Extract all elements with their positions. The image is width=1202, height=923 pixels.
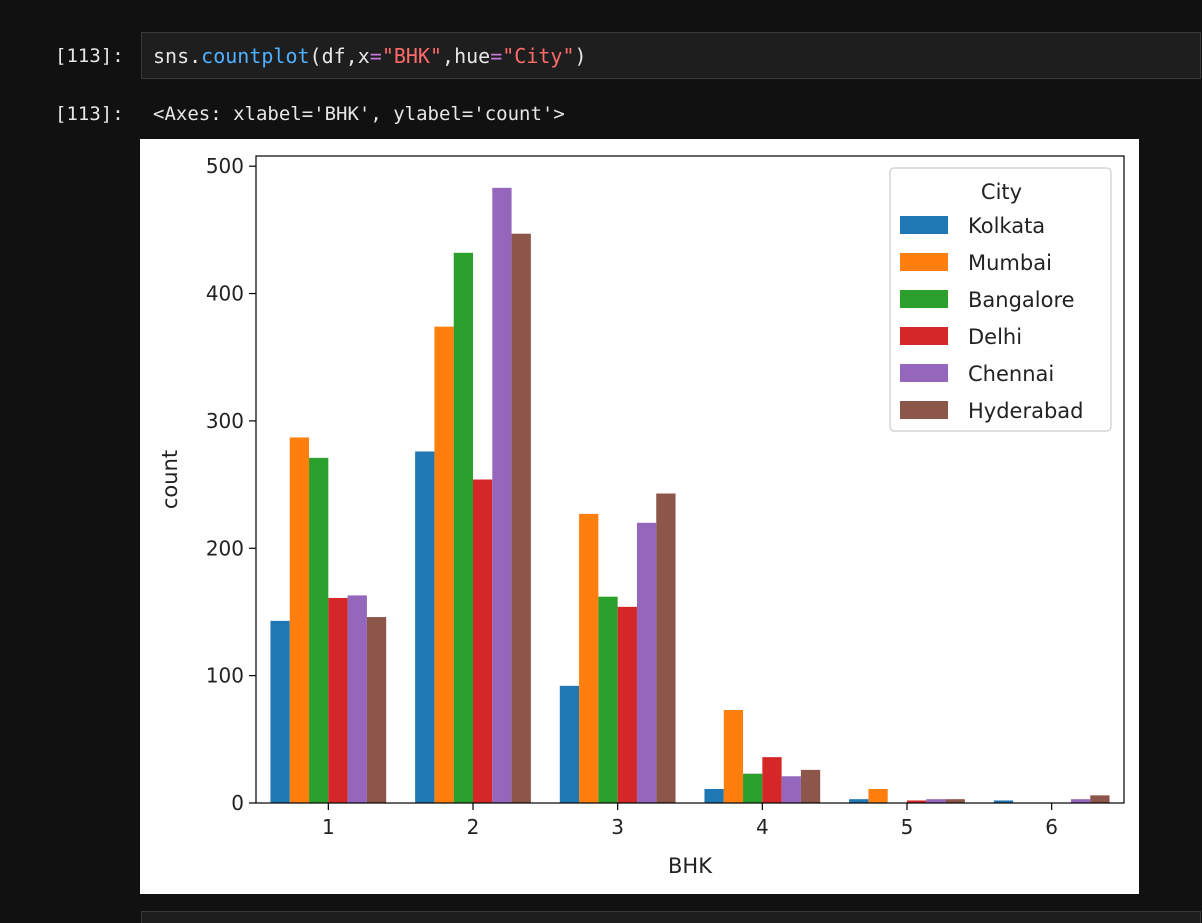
bar-bangalore-1 [309,457,329,803]
legend-title: City [981,180,1022,204]
y-tick-label-300: 300 [206,409,244,433]
bar-chennai-2 [492,187,512,803]
code-cell-input[interactable]: sns.countplot(df,x="BHK",hue="City") [141,32,1201,79]
x-axis-label: BHK [668,854,713,878]
bar-chart: 0 100 200 300 400 500 1 2 3 4 5 6 BHK count City Kolkat… [158,154,1125,878]
next-code-cell[interactable] [141,911,1201,923]
bar-kolkata-3 [559,685,580,803]
bar-bangalore-2 [453,252,473,803]
bar-mumbai-1 [289,437,310,803]
bar-mumbai-3 [579,513,599,803]
bar-hyderabad-4 [800,769,821,803]
chart-figure: 0 100 200 300 400 500 1 2 3 4 5 6 BHK count City Kolkat… [140,139,1139,894]
legend-label-kolkata: Kolkata [968,214,1045,238]
legend-swatch-kolkata [900,216,948,234]
y-tick-label-200: 200 [206,536,244,560]
bar-bangalore-4 [743,773,763,803]
bar-delhi-3 [617,606,637,803]
bar-mumbai-5 [868,788,888,803]
legend-swatch-chennai [900,364,948,382]
bar-kolkata-6 [993,800,1014,803]
bar-kolkata-5 [849,799,869,803]
output-text: <Axes: xlabel='BHK', ylabel='count'> [153,103,565,125]
legend-swatch-mumbai [900,253,948,271]
x-tick-label-4: 4 [756,815,769,839]
legend-label-bangalore: Bangalore [968,288,1075,312]
bar-delhi-1 [328,597,348,803]
input-prompt: [113]: [55,45,124,67]
y-tick-label-0: 0 [231,791,244,815]
legend-label-mumbai: Mumbai [968,251,1052,275]
legend-swatch-bangalore [900,290,948,308]
bar-chennai-5 [926,799,946,803]
legend-swatch-hyderabad [900,401,948,419]
bar-chennai-4 [781,776,801,803]
y-tick-label-500: 500 [206,154,244,178]
legend-label-delhi: Delhi [968,325,1022,349]
bar-kolkata-1 [270,620,290,803]
y-tick-label-400: 400 [206,282,244,306]
output-prompt: [113]: [55,103,124,125]
bar-kolkata-2 [415,451,435,803]
bar-delhi-2 [473,479,493,803]
bar-chennai-1 [347,595,367,803]
bar-delhi-4 [762,757,782,803]
x-tick-label-6: 6 [1045,815,1058,839]
bar-hyderabad-2 [511,233,531,804]
bar-mumbai-2 [434,326,454,803]
bar-chennai-6 [1070,799,1091,803]
code-line: sns.countplot(df,x="BHK",hue="City") [153,44,587,68]
bar-hyderabad-5 [945,799,965,803]
bar-bangalore-3 [598,596,618,803]
bar-chennai-3 [636,522,657,803]
y-tick-label-100: 100 [206,664,244,688]
legend-label-hyderabad: Hyderabad [968,399,1084,423]
x-tick-label-2: 2 [467,815,480,839]
x-tick-label-5: 5 [901,815,914,839]
bar-hyderabad-3 [656,493,676,803]
bar-mumbai-4 [723,710,744,803]
x-tick-label-1: 1 [322,815,335,839]
x-tick-label-3: 3 [611,815,624,839]
legend-swatch-delhi [900,327,948,345]
bar-hyderabad-1 [366,617,387,803]
bar-delhi-5 [907,800,927,803]
bar-hyderabad-6 [1090,795,1110,803]
y-axis-label: count [158,450,182,509]
legend-label-chennai: Chennai [968,362,1054,386]
bar-kolkata-4 [704,788,724,803]
plot-frame [255,155,1125,804]
